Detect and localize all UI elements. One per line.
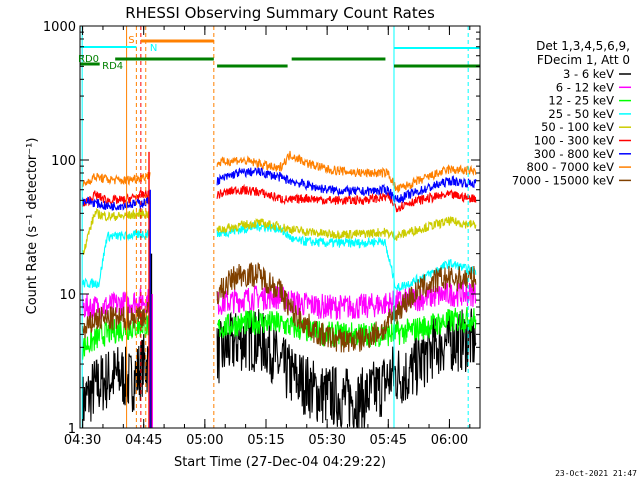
legend-label-4: 25 - 50 keV [548,107,614,121]
x-tick-label-1: 04:45 [125,433,162,448]
legend-label-2: 6 - 12 keV [556,80,614,94]
x-tick-label-6: 06:00 [431,433,468,448]
x-tick-label-0: 04:30 [64,433,101,448]
x-tick-label-3: 05:15 [247,433,284,448]
y-axis-label: Count Rate (s⁻¹ detector⁻¹) [25,138,40,315]
series-line-7 [82,167,477,211]
series-line-2 [82,280,477,321]
y-tick-label-3: 1000 [43,20,76,35]
y-tick-label-2: 100 [51,154,76,169]
legend: Det 1,3,4,5,6,9, FDecim 1, Att 0 3 - 6 k… [512,39,631,187]
x-tick-label-4: 05:30 [308,433,345,448]
annotation-rd0: RD0 [78,54,99,65]
series-line-9 [82,262,477,353]
y-tick-label-0: 1 [68,422,76,437]
y-tick-label-1: 10 [59,288,76,303]
annotation-s: S [128,35,134,46]
legend-label-7: 300 - 800 keV [534,147,614,161]
plot-frame [79,25,481,429]
legend-label-1: 3 - 6 keV [563,67,614,81]
annotation-rd4: RD4 [102,61,123,72]
series-line-5 [82,207,477,255]
legend-title-line-1: Det 1,3,4,5,6,9, [536,39,630,53]
series-line-4 [82,221,477,292]
legend-title-line-2: FDecim 1, Att 0 [537,53,630,67]
series-line-6 [82,183,477,213]
x-axis-label: Start Time (27-Dec-04 04:29:22) [174,455,386,470]
x-tick-label-5: 05:45 [370,433,407,448]
generation-timestamp: 23-Oct-2021 21:47 [555,469,637,478]
legend-label-9: 7000 - 15000 keV [512,173,614,187]
chart-title: RHESSI Observing Summary Count Rates [125,4,435,22]
annotation-n: N [150,43,157,54]
legend-label-3: 12 - 25 keV [548,94,614,108]
legend-label-6: 100 - 300 keV [534,134,614,148]
series-line-1 [82,308,477,428]
legend-label-5: 50 - 100 keV [541,120,614,134]
x-tick-label-2: 05:00 [186,433,223,448]
series-line-8 [82,150,477,193]
legend-label-8: 800 - 7000 keV [526,160,614,174]
